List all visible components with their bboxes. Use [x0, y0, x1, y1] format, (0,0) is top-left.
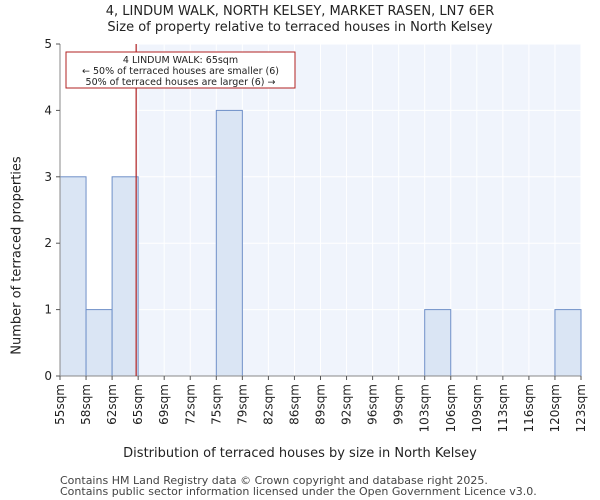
y-tick-label: 4 — [44, 103, 52, 117]
x-tick-label: 113sqm — [496, 384, 510, 432]
y-tick-label: 2 — [44, 236, 52, 250]
annotation-box — [65, 51, 296, 89]
x-tick-label: 123sqm — [574, 384, 588, 432]
x-tick-label: 69sqm — [157, 384, 171, 425]
bar — [111, 176, 139, 377]
x-tick-label: 103sqm — [418, 384, 432, 432]
x-tick-label: 75sqm — [209, 384, 223, 425]
bar — [59, 176, 87, 377]
bar — [424, 309, 452, 377]
x-tick-label: 96sqm — [366, 384, 380, 425]
x-tick-label: 62sqm — [105, 384, 119, 425]
x-tick-label: 79sqm — [235, 384, 249, 425]
x-tick-label: 58sqm — [79, 384, 93, 425]
y-tick-label: 5 — [44, 37, 52, 51]
chart-title: 4, LINDUM WALK, NORTH KELSEY, MARKET RAS… — [105, 4, 495, 19]
chart-subtitle: Size of property relative to terraced ho… — [107, 20, 493, 35]
footer-copyright: Contains HM Land Registry data © Crown c… — [60, 474, 488, 487]
x-tick-label: 92sqm — [340, 384, 354, 425]
annotation-line-2: ← 50% of terraced houses are smaller (6) — [82, 66, 279, 77]
x-tick-label: 89sqm — [314, 384, 328, 425]
x-tick-label: 106sqm — [444, 384, 458, 432]
x-tick-label: 86sqm — [287, 384, 301, 425]
bar — [85, 309, 113, 377]
y-tick-label: 0 — [44, 369, 52, 383]
y-tick-label: 3 — [44, 170, 52, 184]
x-axis-label: Distribution of terraced houses by size … — [123, 446, 477, 461]
annotation-line-3: 50% of terraced houses are larger (6) → — [86, 77, 276, 88]
x-tick-label: 82sqm — [261, 384, 275, 425]
bar — [554, 309, 582, 377]
y-axis-label: Number of terraced properties — [9, 156, 25, 355]
y-tick-label: 1 — [44, 303, 52, 317]
plot-background-right — [136, 44, 581, 376]
x-tick-label: 99sqm — [392, 384, 406, 425]
bar — [215, 109, 243, 377]
x-tick-label: 120sqm — [548, 384, 562, 432]
x-tick-label: 109sqm — [470, 384, 484, 432]
footer-licence: Contains public sector information licen… — [60, 485, 537, 498]
annotation-line-1: 4 LINDUM WALK: 65sqm — [123, 55, 238, 66]
x-tick-label: 116sqm — [522, 384, 536, 432]
x-tick-label: 72sqm — [183, 384, 197, 425]
x-tick-label: 65sqm — [131, 384, 145, 425]
x-tick-label: 55sqm — [53, 384, 67, 425]
